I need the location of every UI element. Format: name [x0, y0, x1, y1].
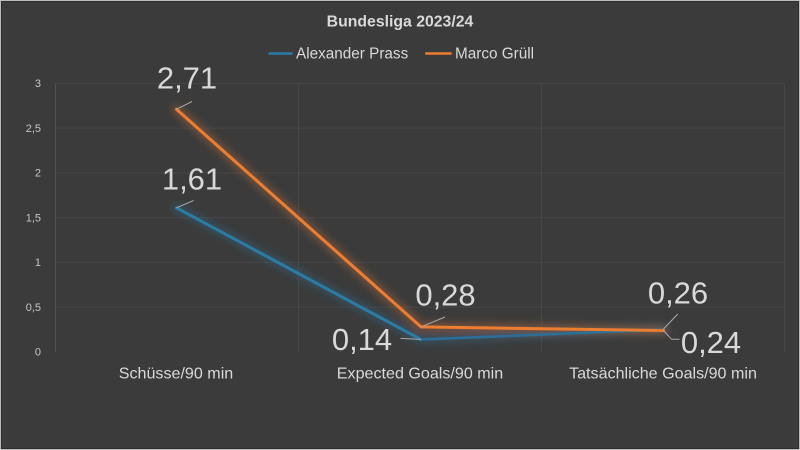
svg-text:Marco Grüll: Marco Grüll	[455, 46, 534, 63]
svg-text:2,71: 2,71	[157, 61, 217, 96]
svg-text:Tatsächliche Goals/90 min: Tatsächliche Goals/90 min	[569, 365, 757, 383]
svg-text:0,28: 0,28	[415, 278, 475, 313]
svg-text:Bundesliga 2023/24: Bundesliga 2023/24	[327, 14, 474, 31]
svg-text:0,5: 0,5	[26, 302, 41, 314]
svg-text:3: 3	[35, 78, 41, 90]
svg-text:1: 1	[35, 257, 41, 269]
svg-text:1,61: 1,61	[162, 162, 222, 197]
svg-text:Alexander Prass: Alexander Prass	[296, 46, 409, 63]
svg-text:2: 2	[35, 168, 41, 180]
svg-text:0,14: 0,14	[332, 322, 392, 357]
svg-text:0,24: 0,24	[681, 325, 741, 360]
svg-text:2,5: 2,5	[26, 123, 41, 135]
svg-text:Schüsse/90 min: Schüsse/90 min	[119, 365, 234, 383]
svg-text:0,26: 0,26	[648, 276, 708, 311]
svg-text:1,5: 1,5	[26, 212, 41, 224]
svg-text:0: 0	[35, 347, 41, 359]
svg-text:Expected Goals/90 min: Expected Goals/90 min	[337, 365, 503, 383]
